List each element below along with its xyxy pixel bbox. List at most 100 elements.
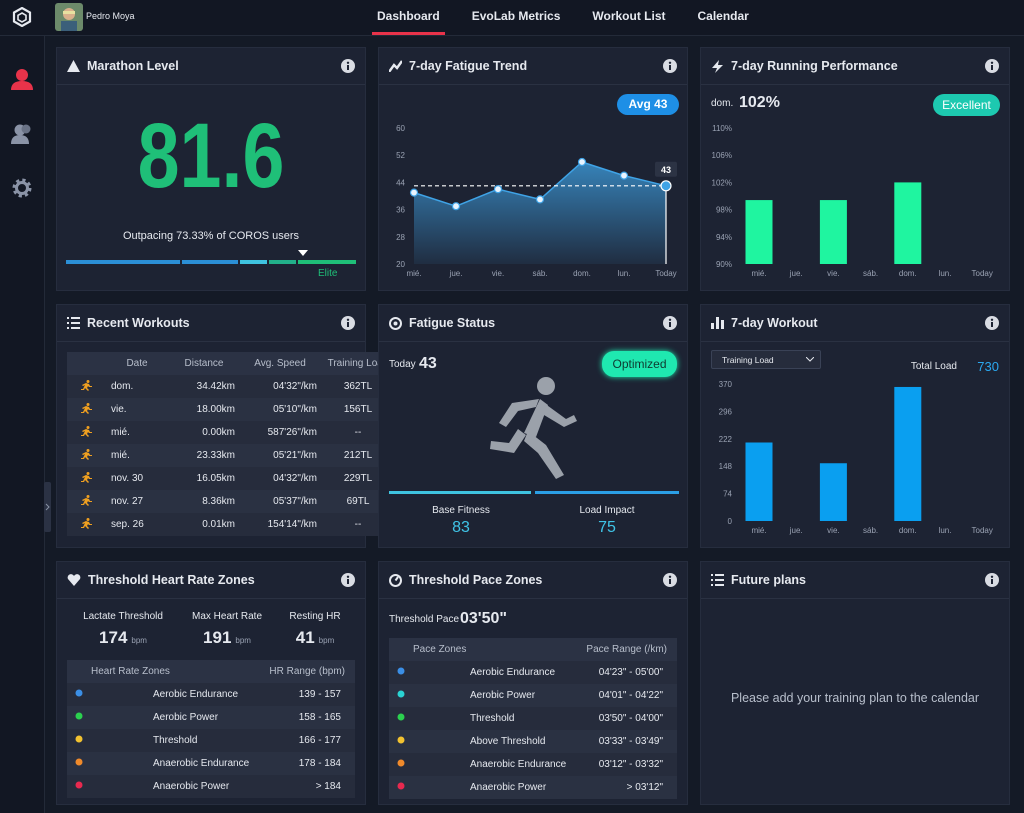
panel-title: 7-day Fatigue Trend <box>409 59 528 73</box>
workout-row[interactable]: mié. 0.00km 587'26"/km -- <box>67 421 395 444</box>
zone-dot <box>75 758 83 766</box>
workout-row[interactable]: dom. 34.42km 04'32"/km 362TL <box>67 375 395 398</box>
user-name[interactable]: Pedro Moya <box>86 11 135 21</box>
settings-icon[interactable] <box>11 177 33 199</box>
zone-dot <box>397 782 405 790</box>
tab[interactable]: Calendar <box>697 9 749 23</box>
fatigue-trend-panel: 20 28 36 44 52 60 mié. jue. vie. sáb. dom. lun. Toda… <box>378 47 688 291</box>
point-label-box <box>655 161 677 177</box>
line <box>413 161 667 207</box>
cell <box>389 753 466 776</box>
y-tick-label: 36 <box>396 206 405 215</box>
x-tick-label: sáb. <box>863 526 878 535</box>
workout-row[interactable]: nov. 27 8.36km 05'37"/km 69TL <box>67 490 395 513</box>
avatar[interactable] <box>55 3 83 31</box>
zone-dot <box>75 689 83 697</box>
info-icon[interactable] <box>663 316 677 330</box>
cell <box>67 467 105 490</box>
column-header: Pace Range (/km) <box>586 644 667 655</box>
recent-workouts-panel: Recent Workouts Date Distance Avg. Speed Tr… <box>56 304 395 548</box>
cell: 23.33km <box>196 450 235 461</box>
info-icon[interactable] <box>985 316 999 330</box>
cell <box>67 352 105 375</box>
column-header: Distance <box>184 358 224 369</box>
workout-row[interactable]: nov. 30 16.05km 04'32"/km 229TL <box>67 467 395 490</box>
info-icon[interactable] <box>663 573 677 587</box>
zone-range: > 03'12" <box>626 782 663 793</box>
zone-name: Aerobic Power <box>153 712 219 723</box>
info-icon[interactable] <box>985 59 999 73</box>
metric-value: 75 <box>598 519 616 536</box>
zone-range: 03'50" - 04'00" <box>598 713 663 724</box>
run-icon <box>80 471 92 483</box>
zone-dot <box>397 759 405 767</box>
point <box>660 180 672 192</box>
dot <box>397 759 405 767</box>
zone-dot <box>397 690 405 698</box>
point <box>451 202 461 211</box>
profile-icon[interactable] <box>10 68 34 90</box>
cell: 0.00km <box>202 427 235 438</box>
info-icon[interactable] <box>341 59 355 73</box>
runner-figure <box>490 377 577 479</box>
info-icon[interactable] <box>985 573 999 587</box>
cell <box>67 729 149 752</box>
info-glyph <box>991 579 993 584</box>
column-header: HR Range (bpm) <box>269 666 345 677</box>
panel-header: Fatigue Status <box>379 305 687 342</box>
cell <box>389 776 466 799</box>
info-icon[interactable] <box>341 573 355 587</box>
cell: 156TL <box>343 404 373 415</box>
workout-panel: 0 74 148 222 296 370 mié. jue. vie. sáb. dom. lun. T… <box>700 304 1010 548</box>
info-glyph <box>669 322 671 327</box>
threshold-label: Threshold Pace <box>389 614 460 625</box>
cell: 69TL <box>346 496 370 507</box>
stat: 191 bpm <box>167 628 287 648</box>
stat-value: 41 <box>295 628 315 647</box>
zone-dot <box>75 712 83 720</box>
tab[interactable]: Workout List <box>592 9 666 23</box>
stat-unit: bpm <box>318 636 335 645</box>
point <box>409 188 419 197</box>
x-tick-label: lun. <box>618 269 631 278</box>
panel-header: Threshold Pace Zones <box>379 562 687 599</box>
headline-day: dom. <box>711 98 734 109</box>
info-glyph <box>668 575 672 578</box>
x-tick-label: mié. <box>751 269 766 278</box>
bar <box>745 200 773 264</box>
level-bar <box>66 250 356 264</box>
info-glyph <box>347 65 349 70</box>
x-tick-label: Today <box>972 526 993 535</box>
cell: 587'26"/km <box>267 427 317 438</box>
table-header: Date Distance Avg. Speed Training Load <box>67 352 395 375</box>
zone-name: Threshold <box>153 735 198 746</box>
top-bar: Pedro Moya Dashboard EvoLab Metrics Workou… <box>0 0 1024 36</box>
y-tick-label: 110% <box>712 124 732 133</box>
cell: mié. <box>111 427 130 438</box>
panel-title: Future plans <box>731 573 807 587</box>
info-icon[interactable] <box>663 59 677 73</box>
workout-row[interactable]: vie. 18.00km 05'10"/km 156TL <box>67 398 395 421</box>
cell <box>67 775 149 798</box>
stat: 174 bpm <box>63 628 183 648</box>
run-icon <box>80 402 92 414</box>
workout-row[interactable]: sep. 26 0.01km 154'14"/km -- <box>67 513 395 536</box>
dropdown[interactable]: Training Load <box>711 350 821 369</box>
cell: -- <box>354 519 362 530</box>
tab[interactable]: EvoLab Metrics <box>471 9 561 23</box>
sidebar-handle[interactable] <box>44 482 51 532</box>
metric-value: 83 <box>452 519 470 536</box>
chevron <box>806 357 814 362</box>
x-tick-label: lun. <box>939 526 952 535</box>
friends-icon[interactable] <box>10 123 34 145</box>
icon <box>67 317 80 329</box>
run-glyph <box>80 448 92 460</box>
cell <box>67 490 105 513</box>
logo[interactable] <box>12 7 32 27</box>
info-icon[interactable] <box>341 316 355 330</box>
tab[interactable]: Dashboard <box>372 0 445 35</box>
info-glyph <box>668 318 672 321</box>
workout-row[interactable]: mié. 23.33km 05'21"/km 212TL <box>67 444 395 467</box>
dot <box>397 690 405 698</box>
cell: 362TL <box>343 381 373 392</box>
